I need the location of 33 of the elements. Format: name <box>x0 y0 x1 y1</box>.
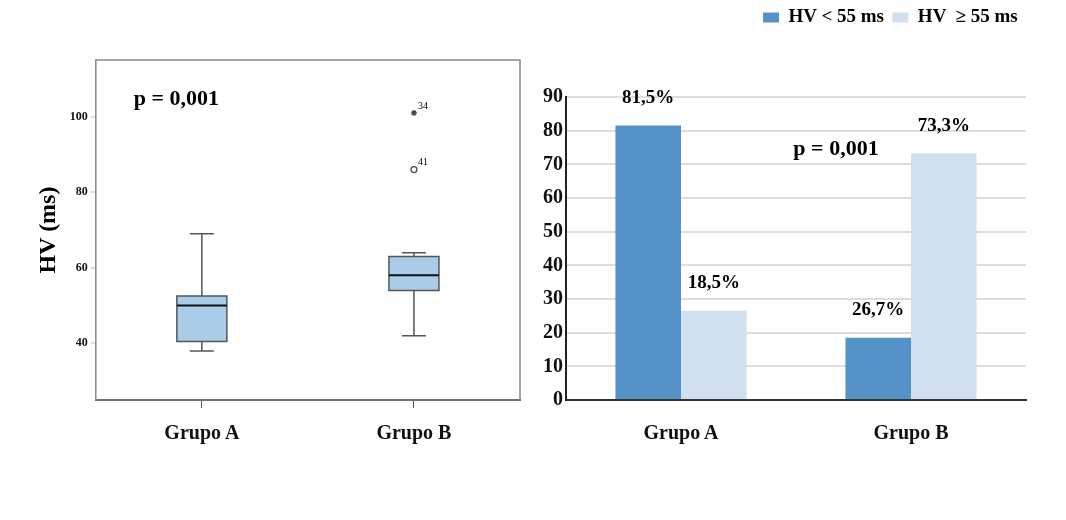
bar <box>911 153 977 399</box>
x-tick-label: Grupo A <box>643 421 720 445</box>
y-tick-label: 60 <box>543 185 563 208</box>
y-tick-label: 60 <box>75 259 88 274</box>
legend-label: HV < 55 ms <box>788 5 885 27</box>
y-tick-label: 20 <box>543 319 563 342</box>
bar <box>615 125 681 399</box>
annotation: 81,5% <box>622 86 675 108</box>
y-tick-label: 30 <box>543 286 563 309</box>
annotation: p = 0,001 <box>133 84 220 110</box>
y-tick-label: 10 <box>543 353 563 376</box>
y-tick-label: 100 <box>69 108 88 123</box>
y-tick-label: 70 <box>543 151 563 174</box>
annotation: 34 <box>417 99 428 111</box>
legend-label: HV ≥ 55 ms <box>917 5 1018 27</box>
annotation: 26,7% <box>852 298 905 320</box>
bar <box>845 337 911 399</box>
annotation: p = 0,001 <box>793 134 879 160</box>
y-tick-label: 0 <box>553 387 563 410</box>
y-tick-label: 80 <box>75 184 88 199</box>
annotation: 41 <box>417 156 428 168</box>
y-tick-label: 40 <box>75 335 88 350</box>
y-tick-label: 50 <box>543 218 563 241</box>
y-tick-label: 90 <box>543 84 563 107</box>
x-tick-label: Grupo B <box>873 421 949 445</box>
y-tick-label: 80 <box>543 117 563 140</box>
y-tick-label: 40 <box>543 252 563 275</box>
x-tick-label: Grupo B <box>376 421 452 445</box>
y-axis-title: HV (ms) <box>33 186 60 274</box>
bar <box>681 310 747 399</box>
annotation: 73,3% <box>917 113 970 135</box>
x-tick-label: Grupo A <box>164 421 240 445</box>
annotation: 18,5% <box>687 271 740 293</box>
